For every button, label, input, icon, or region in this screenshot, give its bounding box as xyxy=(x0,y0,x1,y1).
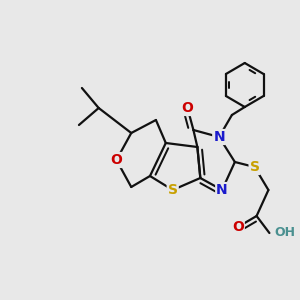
Text: S: S xyxy=(168,183,178,197)
Text: O: O xyxy=(110,153,122,167)
Text: S: S xyxy=(250,160,260,174)
Text: O: O xyxy=(232,220,244,234)
Text: O: O xyxy=(182,101,194,115)
Text: N: N xyxy=(213,130,225,144)
Text: OH: OH xyxy=(274,226,295,239)
Text: N: N xyxy=(216,183,228,197)
